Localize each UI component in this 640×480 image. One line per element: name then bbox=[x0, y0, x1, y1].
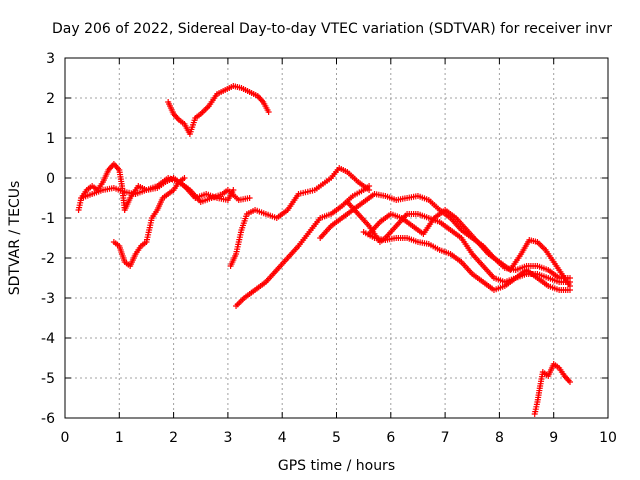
axis-ticks: 0 1 2 3 4 5 6 7 8 9 10 -6 -5 -4 -3 -2 -1 0 1 2 3 bbox=[41, 51, 617, 446]
series-arc-10 bbox=[366, 207, 573, 289]
x-tick-label: 4 bbox=[278, 430, 287, 446]
data-point bbox=[246, 195, 253, 201]
x-tick-label: 9 bbox=[549, 430, 558, 446]
y-tick-label: -1 bbox=[41, 211, 55, 227]
x-tick-label: 5 bbox=[332, 430, 341, 446]
x-tick-label: 0 bbox=[61, 430, 70, 446]
series-line bbox=[229, 167, 370, 267]
data-point bbox=[566, 379, 573, 385]
y-tick-label: -2 bbox=[41, 251, 55, 267]
x-tick-label: 1 bbox=[115, 430, 124, 446]
y-tick-label: 0 bbox=[46, 171, 55, 187]
series-arc-5 bbox=[227, 165, 373, 269]
y-tick-label: -6 bbox=[41, 411, 55, 427]
x-tick-label: 6 bbox=[386, 430, 395, 446]
x-axis-label: GPS time / hours bbox=[278, 458, 395, 474]
chart-title: Day 206 of 2022, Sidereal Day-to-day VTE… bbox=[52, 21, 612, 37]
series-arc-11 bbox=[531, 361, 573, 417]
series-arc-9 bbox=[360, 229, 573, 293]
y-tick-label: 2 bbox=[46, 91, 55, 107]
y-axis-label: SDTVAR / TECUs bbox=[7, 181, 23, 296]
series-arc-6 bbox=[233, 183, 373, 309]
x-tick-label: 8 bbox=[495, 430, 504, 446]
data-point bbox=[366, 183, 373, 189]
series-arc-8 bbox=[344, 199, 573, 285]
x-tick-label: 10 bbox=[599, 430, 617, 446]
y-tick-label: -4 bbox=[41, 331, 55, 347]
y-tick-label: -3 bbox=[41, 291, 55, 307]
series-layer bbox=[75, 83, 573, 417]
y-tick-label: -5 bbox=[41, 371, 55, 387]
series-arc-4 bbox=[110, 175, 188, 269]
x-tick-label: 3 bbox=[223, 430, 232, 446]
series-arc-3 bbox=[78, 175, 253, 205]
data-point bbox=[566, 283, 573, 289]
x-tick-label: 2 bbox=[169, 430, 178, 446]
grid-lines bbox=[65, 58, 608, 418]
series-arc-1 bbox=[165, 83, 272, 137]
y-tick-label: 1 bbox=[46, 131, 55, 147]
y-tick-label: 3 bbox=[46, 51, 55, 67]
data-point bbox=[265, 109, 272, 115]
x-tick-label: 7 bbox=[441, 430, 450, 446]
data-point bbox=[181, 175, 188, 181]
